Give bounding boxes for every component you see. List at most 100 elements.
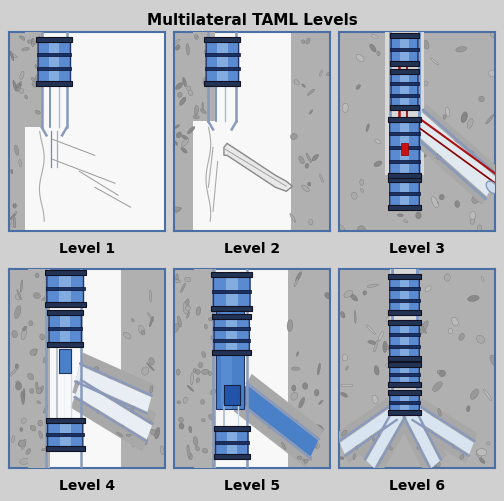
Ellipse shape bbox=[131, 411, 136, 415]
Polygon shape bbox=[408, 105, 501, 205]
Polygon shape bbox=[239, 385, 318, 456]
Ellipse shape bbox=[301, 41, 305, 45]
Bar bbox=[389, 178, 420, 181]
Ellipse shape bbox=[448, 138, 454, 141]
Bar bbox=[388, 311, 421, 316]
Ellipse shape bbox=[452, 318, 458, 326]
Ellipse shape bbox=[291, 367, 300, 371]
Ellipse shape bbox=[203, 78, 206, 85]
Ellipse shape bbox=[401, 113, 405, 118]
Ellipse shape bbox=[475, 195, 482, 204]
Ellipse shape bbox=[27, 41, 32, 45]
Ellipse shape bbox=[341, 384, 353, 387]
Bar bbox=[400, 181, 409, 206]
Ellipse shape bbox=[365, 430, 372, 434]
Bar bbox=[213, 351, 250, 355]
Ellipse shape bbox=[443, 115, 446, 120]
Ellipse shape bbox=[185, 299, 189, 306]
Ellipse shape bbox=[455, 201, 460, 208]
Ellipse shape bbox=[430, 411, 433, 415]
Ellipse shape bbox=[173, 324, 179, 333]
Ellipse shape bbox=[319, 400, 323, 405]
Bar bbox=[388, 410, 421, 415]
Bar bbox=[45, 271, 86, 276]
Ellipse shape bbox=[410, 81, 415, 91]
Bar bbox=[60, 315, 71, 343]
FancyBboxPatch shape bbox=[390, 119, 419, 177]
Ellipse shape bbox=[470, 219, 475, 225]
Ellipse shape bbox=[77, 380, 80, 385]
Ellipse shape bbox=[356, 55, 364, 63]
Ellipse shape bbox=[175, 46, 180, 51]
Ellipse shape bbox=[313, 442, 317, 448]
Ellipse shape bbox=[356, 85, 360, 90]
Ellipse shape bbox=[312, 155, 319, 161]
Ellipse shape bbox=[401, 414, 404, 421]
Ellipse shape bbox=[403, 417, 410, 419]
Ellipse shape bbox=[16, 84, 21, 89]
Ellipse shape bbox=[479, 458, 485, 463]
Bar bbox=[211, 307, 252, 312]
Ellipse shape bbox=[277, 417, 280, 422]
Text: Level 3: Level 3 bbox=[389, 241, 445, 255]
Bar bbox=[389, 174, 420, 177]
Bar bbox=[212, 351, 251, 355]
Text: Level 4: Level 4 bbox=[59, 478, 115, 492]
Bar bbox=[215, 455, 249, 458]
Ellipse shape bbox=[208, 372, 212, 376]
Bar bbox=[401, 144, 408, 156]
Bar bbox=[226, 319, 237, 351]
Ellipse shape bbox=[412, 418, 416, 427]
Ellipse shape bbox=[96, 386, 103, 390]
Ellipse shape bbox=[417, 443, 422, 449]
Ellipse shape bbox=[458, 163, 463, 172]
Ellipse shape bbox=[296, 352, 299, 357]
Bar bbox=[391, 71, 418, 74]
Ellipse shape bbox=[137, 441, 143, 447]
Ellipse shape bbox=[39, 37, 40, 43]
Ellipse shape bbox=[470, 152, 474, 157]
Ellipse shape bbox=[33, 293, 40, 299]
Ellipse shape bbox=[476, 336, 485, 344]
Bar bbox=[212, 315, 251, 320]
Ellipse shape bbox=[31, 39, 34, 48]
Ellipse shape bbox=[30, 389, 34, 394]
Bar bbox=[46, 433, 84, 436]
Ellipse shape bbox=[18, 440, 22, 446]
Bar bbox=[204, 38, 240, 43]
Ellipse shape bbox=[342, 355, 347, 361]
Bar bbox=[9, 33, 25, 231]
Bar bbox=[121, 269, 165, 468]
Ellipse shape bbox=[176, 369, 180, 375]
Ellipse shape bbox=[410, 117, 416, 130]
Ellipse shape bbox=[440, 150, 447, 154]
Ellipse shape bbox=[193, 437, 198, 446]
Ellipse shape bbox=[379, 332, 384, 341]
Ellipse shape bbox=[181, 148, 187, 154]
Ellipse shape bbox=[268, 424, 271, 428]
Bar bbox=[174, 33, 193, 231]
Bar bbox=[400, 279, 409, 311]
Ellipse shape bbox=[209, 414, 215, 420]
Ellipse shape bbox=[178, 417, 183, 422]
Ellipse shape bbox=[35, 111, 40, 115]
Ellipse shape bbox=[366, 325, 375, 335]
Bar bbox=[59, 275, 71, 304]
Ellipse shape bbox=[490, 32, 497, 39]
Bar bbox=[216, 305, 244, 409]
Ellipse shape bbox=[26, 449, 31, 454]
Ellipse shape bbox=[440, 151, 443, 155]
FancyBboxPatch shape bbox=[391, 36, 418, 66]
Ellipse shape bbox=[374, 366, 379, 375]
Ellipse shape bbox=[417, 129, 422, 132]
Bar bbox=[204, 82, 240, 87]
Ellipse shape bbox=[150, 386, 153, 393]
Ellipse shape bbox=[397, 417, 400, 425]
Ellipse shape bbox=[433, 460, 437, 467]
Ellipse shape bbox=[368, 341, 376, 345]
Ellipse shape bbox=[388, 407, 394, 412]
Ellipse shape bbox=[404, 347, 410, 352]
Ellipse shape bbox=[15, 364, 19, 369]
Polygon shape bbox=[360, 403, 410, 474]
Ellipse shape bbox=[314, 390, 319, 396]
